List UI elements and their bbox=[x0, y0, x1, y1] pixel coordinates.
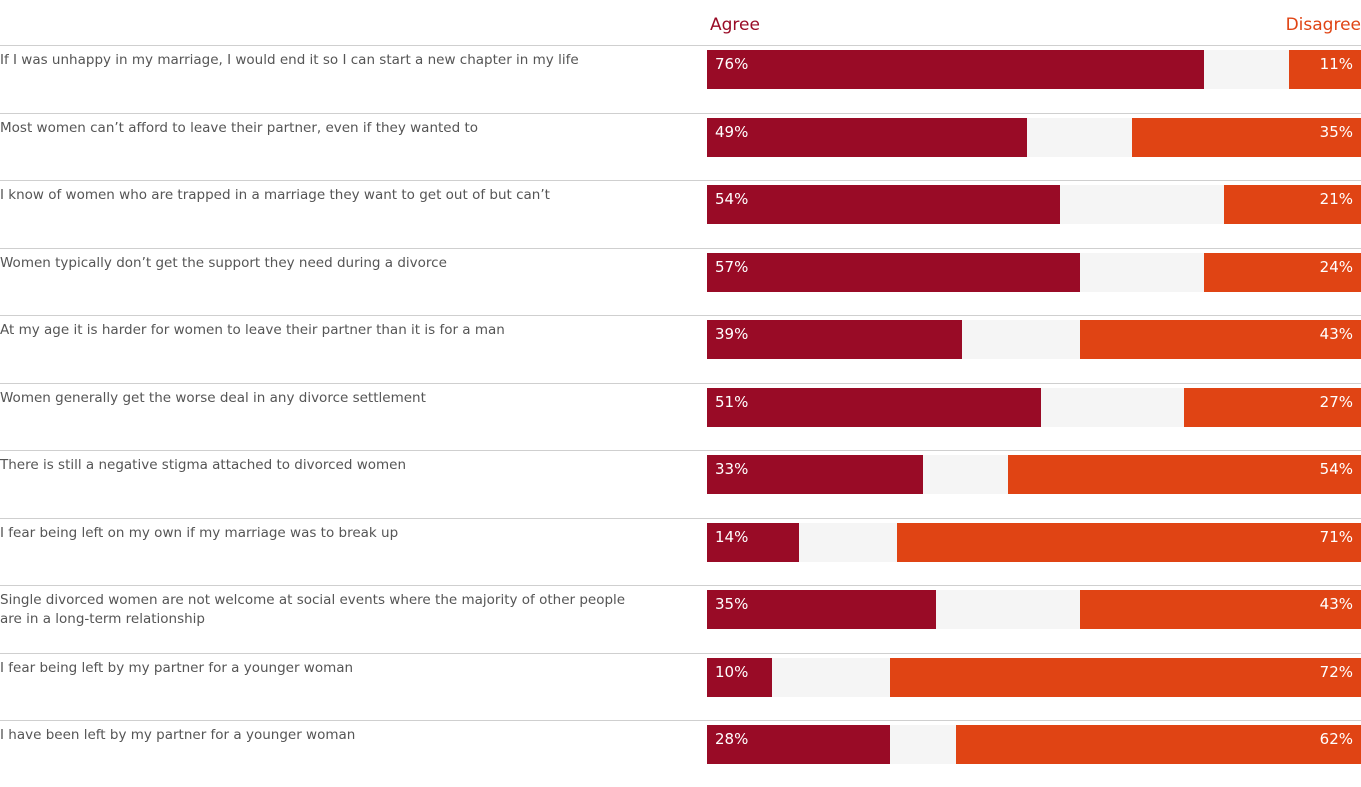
row-divider bbox=[0, 720, 1361, 721]
bar-track: 49% 35% bbox=[707, 117, 1361, 157]
agree-bar bbox=[707, 522, 799, 562]
statement-label: At my age it is harder for women to leav… bbox=[0, 322, 505, 338]
chart-row: Women generally get the worse deal in an… bbox=[0, 383, 1361, 450]
agree-value-label: 33% bbox=[715, 460, 749, 478]
disagree-bar bbox=[1223, 185, 1361, 224]
agree-bar bbox=[707, 590, 936, 629]
row-divider bbox=[0, 517, 1361, 519]
chart-row: I know of women who are trapped in a mar… bbox=[0, 180, 1361, 247]
statement-label: If I was unhappy in my marriage, I would… bbox=[0, 52, 579, 68]
agree-bar bbox=[707, 185, 1061, 224]
row-divider bbox=[0, 247, 1361, 249]
chart-row: Single divorced women are not welcome at… bbox=[0, 585, 1361, 652]
agree-header: Agree bbox=[710, 15, 760, 35]
bar-track: 54% 21% bbox=[707, 185, 1361, 224]
statement-label: I know of women who are trapped in a mar… bbox=[0, 187, 550, 203]
disagree-value-label: 62% bbox=[1319, 730, 1353, 748]
chart-row: I have been left by my partner for a you… bbox=[0, 720, 1361, 787]
agree-value-label: 54% bbox=[715, 190, 749, 208]
statement-label: Women typically don’t get the support th… bbox=[0, 254, 447, 271]
statement-label: Most women can’t afford to leave their p… bbox=[0, 119, 479, 136]
row-divider bbox=[0, 45, 1361, 46]
disagree-bar bbox=[1079, 320, 1361, 359]
agree-value-label: 51% bbox=[715, 392, 749, 411]
agree-bar bbox=[707, 252, 1080, 292]
disagree-bar bbox=[1289, 50, 1361, 89]
statement-label: I have been left by my partner for a you… bbox=[0, 727, 356, 743]
disagree-value-label: 43% bbox=[1319, 595, 1353, 613]
statement-label: There is still a negative stigma attache… bbox=[0, 457, 407, 473]
statement-label: I fear being left by my partner for a yo… bbox=[0, 659, 354, 676]
row-divider bbox=[0, 585, 1361, 586]
chart-row: I fear being left on my own if my marria… bbox=[0, 518, 1361, 585]
agree-bar bbox=[707, 320, 963, 359]
bar-track: 10% 72% bbox=[707, 657, 1361, 697]
statement-label: Women generally get the worse deal in an… bbox=[0, 389, 426, 406]
disagree-bar bbox=[955, 725, 1361, 764]
disagree-bar bbox=[1132, 117, 1361, 157]
row-divider bbox=[0, 450, 1361, 451]
row-divider bbox=[0, 180, 1361, 181]
disagree-bar bbox=[1184, 387, 1361, 427]
agree-value-label: 14% bbox=[715, 527, 749, 546]
agree-value-label: 39% bbox=[715, 325, 749, 343]
bar-track: 33% 54% bbox=[707, 455, 1361, 494]
chart-row: Most women can’t afford to leave their p… bbox=[0, 113, 1361, 180]
diverging-bar-chart: Agree Disagree If I was unhappy in my ma… bbox=[0, 15, 1361, 764]
agree-bar bbox=[707, 657, 773, 697]
disagree-header: Disagree bbox=[1285, 15, 1361, 35]
disagree-value-label: 21% bbox=[1319, 190, 1353, 208]
bar-track: 51% 27% bbox=[707, 387, 1361, 427]
agree-bar bbox=[707, 455, 923, 494]
row-divider bbox=[0, 112, 1361, 114]
disagree-value-label: 11% bbox=[1319, 55, 1353, 73]
agree-bar bbox=[707, 50, 1205, 89]
agree-value-label: 28% bbox=[715, 730, 749, 748]
agree-bar bbox=[707, 117, 1028, 157]
bar-track: 35% 43% bbox=[707, 590, 1361, 629]
agree-value-label: 49% bbox=[715, 122, 749, 141]
bar-track: 39% 43% bbox=[707, 320, 1361, 359]
disagree-value-label: 27% bbox=[1319, 392, 1353, 411]
statement-label: I fear being left on my own if my marria… bbox=[0, 524, 399, 541]
disagree-value-label: 72% bbox=[1319, 662, 1353, 681]
bar-track: 14% 71% bbox=[707, 522, 1361, 562]
disagree-bar bbox=[1079, 590, 1361, 629]
disagree-bar bbox=[1007, 455, 1361, 494]
chart-row: At my age it is harder for women to leav… bbox=[0, 315, 1361, 382]
row-divider bbox=[0, 315, 1361, 316]
bar-track: 28% 62% bbox=[707, 725, 1361, 764]
bar-track: 57% 24% bbox=[707, 252, 1361, 292]
disagree-bar bbox=[896, 522, 1361, 562]
disagree-value-label: 24% bbox=[1319, 257, 1353, 276]
agree-bar bbox=[707, 387, 1041, 427]
agree-value-label: 35% bbox=[715, 595, 749, 613]
disagree-value-label: 35% bbox=[1319, 122, 1353, 141]
disagree-bar bbox=[1204, 252, 1361, 292]
bar-track: 76% 11% bbox=[707, 50, 1361, 89]
chart-row: There is still a negative stigma attache… bbox=[0, 450, 1361, 517]
agree-value-label: 76% bbox=[715, 55, 749, 73]
disagree-value-label: 54% bbox=[1319, 460, 1353, 478]
chart-row: I fear being left by my partner for a yo… bbox=[0, 653, 1361, 720]
row-divider bbox=[0, 652, 1361, 654]
statement-label: Single divorced women are not welcome at… bbox=[0, 592, 626, 627]
row-divider bbox=[0, 382, 1361, 384]
chart-row: Women typically don’t get the support th… bbox=[0, 248, 1361, 315]
agree-value-label: 10% bbox=[715, 662, 749, 681]
disagree-value-label: 71% bbox=[1319, 527, 1353, 546]
disagree-value-label: 43% bbox=[1319, 325, 1353, 343]
agree-value-label: 57% bbox=[715, 257, 749, 276]
chart-row: If I was unhappy in my marriage, I would… bbox=[0, 45, 1361, 112]
disagree-bar bbox=[890, 657, 1361, 697]
